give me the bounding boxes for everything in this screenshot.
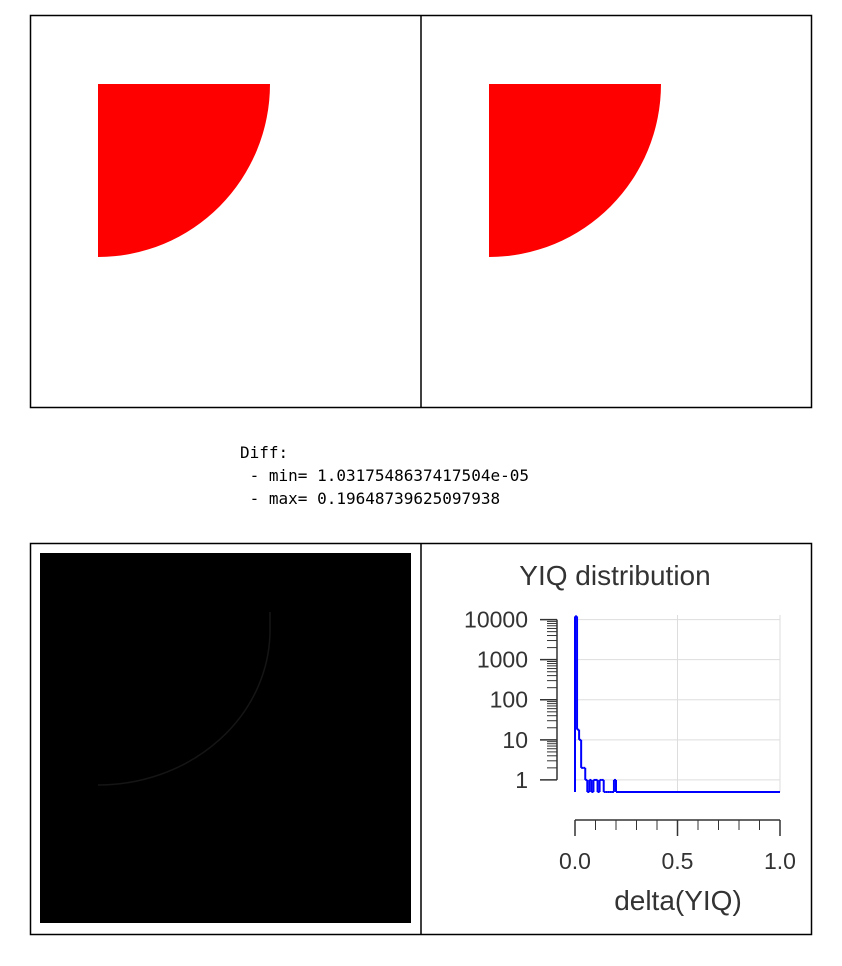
diff-max: - max= 0.19648739625097938: [240, 489, 500, 508]
chart-title: YIQ distribution: [519, 560, 710, 591]
x-axis-label: delta(YIQ): [614, 885, 742, 916]
diff-edge: [97, 612, 271, 786]
expected-shape: [98, 84, 270, 257]
diff-min: - min= 1.0317548637417504e-05: [240, 466, 529, 485]
actual-shape: [489, 84, 661, 257]
x-tick-label: 1.0: [764, 848, 796, 874]
y-tick-label: 10: [502, 727, 528, 753]
plot: 1 10 100 1000 10000 0.0 0.5 1.0: [464, 607, 796, 874]
y-tick-label: 1: [515, 767, 528, 793]
y-tick-label: 10000: [464, 607, 528, 633]
y-tick-label: 100: [490, 687, 528, 713]
x-tick-label: 0.5: [662, 848, 694, 874]
diff-heading: Diff:: [240, 443, 288, 462]
y-tick-label: 1000: [477, 647, 528, 673]
diff-image: [40, 553, 411, 923]
x-tick-label: 0.0: [559, 848, 591, 874]
